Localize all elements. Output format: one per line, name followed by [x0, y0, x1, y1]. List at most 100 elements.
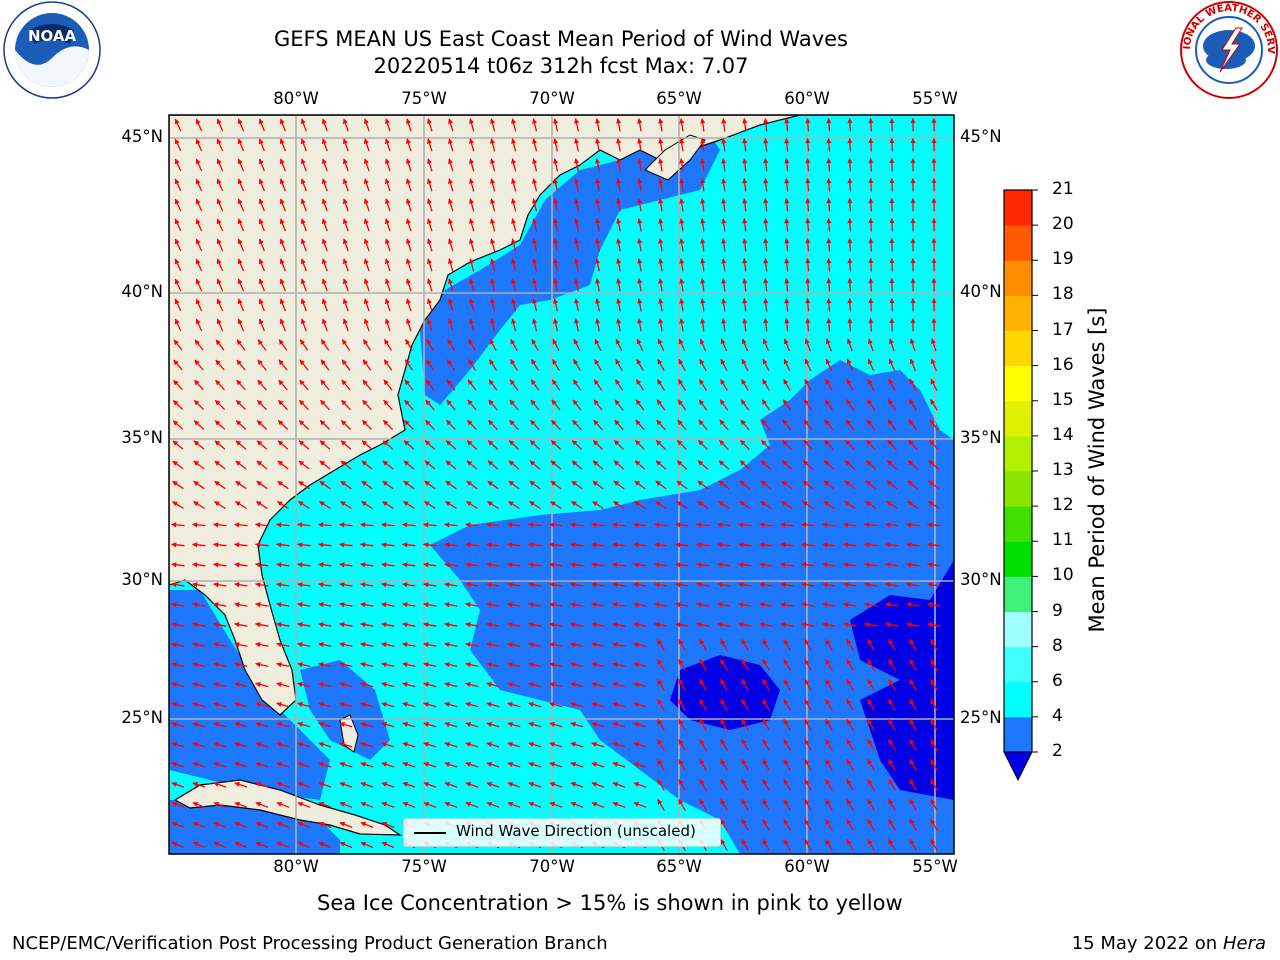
wind-wave-arrow	[426, 218, 433, 232]
wind-wave-arrow	[823, 500, 835, 510]
wind-wave-arrow	[781, 500, 793, 510]
wind-wave-arrow	[907, 500, 919, 510]
wind-wave-arrow	[448, 178, 454, 192]
wind-wave-arrow	[616, 258, 622, 272]
lon-label-top-75w: 75°W	[401, 89, 447, 108]
wind-wave-arrow	[635, 399, 645, 411]
wind-wave-arrow	[384, 298, 391, 312]
wind-wave-arrow	[698, 399, 708, 411]
wind-wave-arrow	[696, 602, 710, 608]
wind-wave-arrow	[888, 338, 895, 352]
wind-wave-arrow	[342, 318, 349, 332]
wind-wave-arrow	[636, 338, 644, 352]
wind-wave-arrow	[805, 197, 811, 212]
wind-wave-arrow	[216, 298, 224, 312]
colorbar-tick-label: 11	[1052, 530, 1074, 551]
wind-wave-arrow	[279, 278, 287, 292]
wind-wave-arrow	[195, 318, 203, 332]
wind-wave-arrow	[552, 338, 560, 352]
wind-wave-arrow	[616, 198, 622, 212]
wind-wave-arrow	[655, 500, 667, 510]
wind-wave-arrow	[847, 317, 853, 332]
wind-wave-arrow	[193, 480, 205, 490]
wind-wave-arrow	[236, 359, 246, 371]
wind-wave-arrow	[843, 622, 857, 628]
wind-wave-arrow	[595, 318, 601, 332]
wind-wave-arrow	[632, 542, 647, 548]
wind-wave-arrow	[340, 500, 352, 510]
wind-wave-arrow	[235, 480, 247, 490]
colorbar-tick-label: 14	[1052, 424, 1074, 445]
wind-wave-arrow	[234, 622, 248, 628]
wind-wave-arrow	[216, 238, 224, 252]
wind-wave-arrow	[905, 522, 920, 528]
wind-wave-arrow	[760, 480, 772, 490]
wind-wave-arrow	[486, 582, 500, 588]
wind-wave-arrow	[490, 238, 496, 252]
lon-label-bottom-60w: 60°W	[784, 857, 830, 876]
wind-wave-arrow	[321, 238, 328, 252]
wind-wave-arrow	[675, 562, 689, 568]
wind-wave-arrow	[675, 602, 689, 608]
colorbar-label: Mean Period of Wind Waves [s]	[1085, 307, 1109, 633]
wind-wave-arrow	[572, 419, 582, 431]
wind-wave-arrow	[276, 562, 290, 568]
wind-wave-arrow	[884, 542, 899, 548]
wind-wave-arrow	[297, 622, 311, 628]
wind-wave-arrow	[276, 642, 290, 648]
wind-wave-arrow	[383, 339, 393, 351]
wind-wave-arrow	[195, 298, 203, 312]
wind-wave-arrow	[716, 542, 731, 548]
wind-wave-arrow	[614, 379, 624, 391]
wind-wave-arrow	[868, 317, 874, 332]
wind-wave-arrow	[868, 217, 874, 232]
wind-wave-arrow	[700, 138, 706, 152]
wind-wave-arrow	[195, 198, 203, 212]
wind-wave-arrow	[339, 602, 353, 608]
wind-wave-arrow	[278, 339, 288, 351]
wind-wave-arrow	[927, 582, 941, 588]
wind-wave-arrow	[742, 237, 748, 252]
wind-wave-arrow	[908, 399, 918, 411]
wind-wave-arrow	[530, 359, 540, 371]
wind-wave-arrow	[719, 439, 729, 451]
lon-label-bottom-70w: 70°W	[529, 857, 575, 876]
wind-wave-arrow	[637, 298, 643, 312]
wind-wave-arrow	[784, 237, 790, 252]
wind-wave-arrow	[906, 602, 920, 608]
wind-wave-arrow	[570, 582, 584, 588]
wind-wave-arrow	[616, 138, 622, 152]
wind-wave-arrow	[426, 298, 433, 312]
wind-wave-arrow	[611, 522, 626, 528]
wind-wave-arrow	[595, 238, 601, 252]
wind-wave-arrow	[174, 218, 182, 232]
wind-wave-arrow	[549, 642, 563, 648]
wind-wave-arrow	[445, 440, 457, 450]
wind-wave-arrow	[174, 258, 182, 272]
wind-wave-arrow	[784, 257, 790, 272]
wind-wave-arrow	[448, 238, 454, 252]
wind-wave-arrow	[511, 158, 517, 172]
wind-wave-arrow	[425, 399, 435, 411]
wind-wave-arrow	[298, 420, 310, 430]
wind-wave-arrow	[214, 440, 226, 450]
wind-wave-arrow	[276, 622, 290, 628]
wind-wave-arrow	[569, 542, 584, 548]
wind-wave-arrow	[930, 358, 938, 372]
wind-wave-arrow	[403, 419, 415, 431]
wind-wave-arrow	[299, 399, 309, 411]
wind-wave-arrow	[192, 642, 206, 648]
wave-region-0-2-b	[850, 560, 954, 690]
wind-wave-arrow	[676, 500, 688, 510]
wind-wave-arrow	[216, 218, 224, 232]
wind-wave-arrow	[511, 318, 517, 332]
wind-wave-arrow	[553, 138, 559, 152]
wind-wave-arrow	[863, 542, 878, 548]
wind-wave-arrow	[676, 480, 688, 490]
wind-wave-arrow	[338, 522, 353, 528]
wind-wave-arrow	[317, 522, 332, 528]
wind-wave-arrow	[658, 138, 664, 152]
wind-wave-arrow	[172, 400, 184, 410]
wind-wave-arrow	[595, 118, 601, 132]
wind-wave-arrow	[721, 298, 727, 312]
